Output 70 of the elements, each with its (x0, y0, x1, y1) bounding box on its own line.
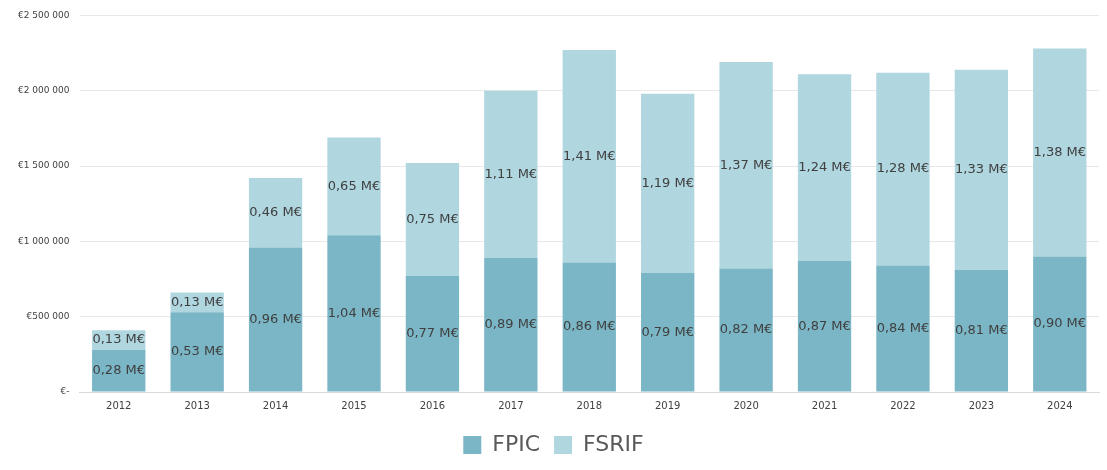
data-label: 0,28 M€ (92, 362, 146, 378)
x-tick-label: 2018 (576, 399, 602, 411)
data-label: 1,33 M€ (955, 161, 1008, 177)
y-tick-label: €2 500 000 (18, 9, 70, 20)
x-tick-label: 2022 (890, 399, 916, 411)
bar (1033, 48, 1087, 257)
bar (797, 260, 852, 392)
bar (1033, 256, 1087, 392)
x-tick-label: 2016 (419, 399, 446, 411)
data-label: 0,65 M€ (327, 177, 381, 193)
x-tick-label: 2013 (184, 399, 210, 411)
legend-label: FPIC (492, 430, 541, 456)
data-label: 1,38 M€ (1033, 143, 1087, 159)
x-tick-label: 2024 (1047, 399, 1073, 411)
bar (641, 272, 695, 392)
bar (797, 74, 852, 261)
data-label: 0,89 M€ (484, 316, 538, 332)
data-label: 0,77 M€ (406, 325, 459, 341)
y-tick-label: €500 000 (26, 311, 70, 322)
x-tick-label: 2015 (341, 399, 367, 411)
bar (405, 163, 460, 277)
bar (719, 62, 773, 269)
bar (562, 50, 616, 263)
x-tick-label: 2014 (262, 399, 289, 411)
bar (876, 72, 930, 266)
bar (405, 276, 460, 392)
data-label: 1,19 M€ (641, 174, 694, 190)
y-tick-label: €1 000 000 (18, 235, 70, 246)
data-label: 0,87 M€ (798, 317, 851, 333)
x-tick-label: 2023 (968, 399, 995, 411)
bar (562, 262, 616, 392)
bar (248, 247, 303, 392)
bar (327, 137, 381, 236)
data-label: 1,28 M€ (876, 160, 930, 176)
y-tick-label: €1 500 000 (18, 160, 70, 171)
bar (484, 90, 538, 258)
data-label: 1,24 M€ (798, 158, 851, 174)
x-tick-label: 2019 (654, 399, 681, 411)
data-label: 0,86 M€ (562, 318, 616, 334)
data-label: 0,53 M€ (170, 343, 224, 359)
data-label: 0,84 M€ (876, 319, 930, 335)
bar (876, 265, 930, 392)
x-tick-label: 2020 (733, 399, 759, 411)
data-label: 0,13 M€ (170, 293, 224, 309)
data-label: 1,41 M€ (562, 147, 616, 163)
x-tick-label: 2021 (811, 399, 838, 411)
bar (954, 269, 1009, 392)
x-tick-label: 2017 (498, 399, 524, 411)
bar (641, 93, 695, 273)
data-label: 0,13 M€ (92, 331, 146, 347)
data-label: 0,79 M€ (641, 323, 694, 339)
bar (719, 268, 773, 392)
legend-label: FSRIF (583, 430, 644, 456)
bar (327, 235, 381, 392)
data-label: 0,96 M€ (249, 310, 302, 326)
data-label: 1,37 M€ (719, 156, 773, 172)
y-tick-label: €2 000 000 (18, 85, 70, 96)
bar (954, 69, 1009, 270)
bar (248, 178, 303, 248)
y-tick-label: €- (60, 386, 70, 397)
bar (484, 257, 538, 392)
x-tick-label: 2012 (106, 399, 132, 411)
data-label: 0,75 M€ (406, 210, 459, 226)
data-label: 0,81 M€ (955, 322, 1008, 338)
bar (170, 312, 224, 392)
data-label: 1,11 M€ (484, 165, 538, 181)
data-label: 0,90 M€ (1033, 315, 1087, 331)
data-label: 1,04 M€ (327, 304, 381, 320)
data-label: 0,82 M€ (719, 321, 773, 337)
data-label: 0,46 M€ (249, 204, 302, 220)
